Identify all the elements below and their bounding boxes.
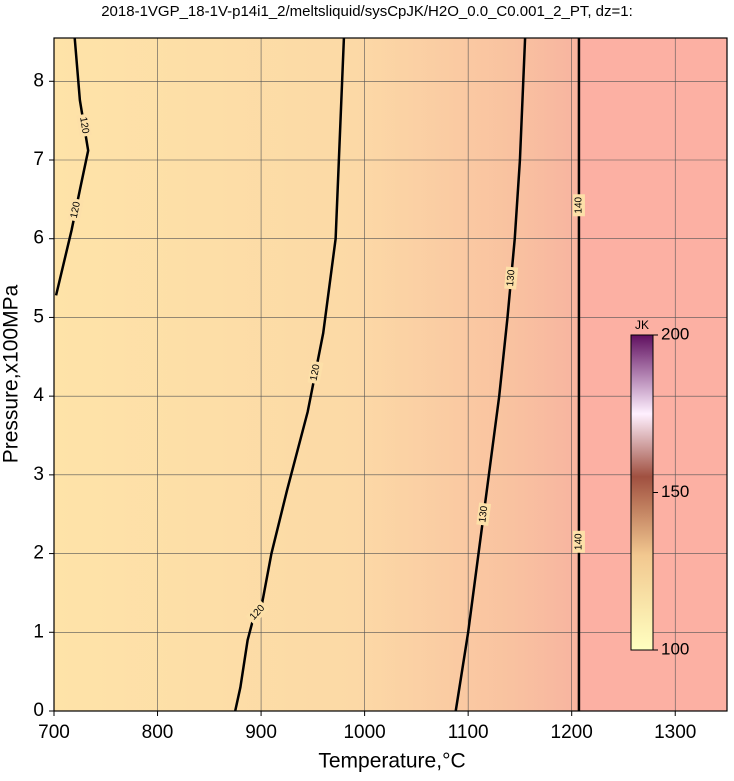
contour-label: 130 [477, 505, 490, 523]
contour-label: 130 [505, 269, 518, 287]
y-tick-label: 3 [33, 464, 44, 485]
x-tick-label: 1300 [654, 722, 696, 743]
y-tick-label: 1 [33, 621, 44, 642]
contour-label-bg [572, 194, 585, 217]
contour-label: 120 [309, 363, 323, 382]
x-tick-label: 700 [38, 722, 70, 743]
y-axis-label: Pressure,x100MPa [0, 284, 23, 463]
contour-label-bg [307, 360, 324, 385]
x-tick-label: 1000 [343, 722, 385, 743]
chart-title: 2018-1VGP_18-1V-p14i1_2/meltsliquid/sysC… [101, 3, 633, 20]
contour-label: 120 [69, 200, 83, 219]
contour-line [54, 37, 90, 296]
y-tick-label: 4 [33, 385, 44, 406]
x-tick-label: 1200 [551, 722, 593, 743]
y-tick-label: 6 [33, 228, 44, 249]
contour-label-bg [572, 530, 585, 553]
x-tick-label: 900 [245, 722, 277, 743]
y-tick-label: 5 [33, 306, 44, 327]
colorbar-tick-label: 100 [661, 639, 689, 658]
colorbar [630, 334, 654, 651]
contour-label-bg [76, 113, 92, 138]
contour-label-bg [67, 198, 84, 222]
contour-label-bg [476, 502, 492, 526]
colorbar-title: JK [635, 318, 649, 332]
contour-label-bg [245, 600, 270, 625]
y-tick-label: 0 [33, 700, 44, 721]
y-tick-label: 8 [33, 70, 44, 91]
x-tick-label: 1100 [448, 722, 489, 743]
contour-label: 140 [574, 533, 585, 550]
y-tick-label: 7 [33, 149, 44, 170]
contour-line [454, 37, 527, 712]
contour-line [233, 37, 346, 712]
x-tick-label: 800 [142, 722, 174, 743]
contour-label-bg [504, 266, 519, 290]
colorbar-tick-label: 200 [661, 324, 689, 343]
y-tick-label: 2 [33, 543, 44, 564]
contour-label: 140 [574, 196, 585, 213]
plot-frame [53, 37, 728, 712]
colorbar-tick-label: 150 [661, 482, 689, 501]
contour-label: 120 [77, 116, 91, 135]
x-axis-label: Temperature,°C [318, 750, 465, 773]
